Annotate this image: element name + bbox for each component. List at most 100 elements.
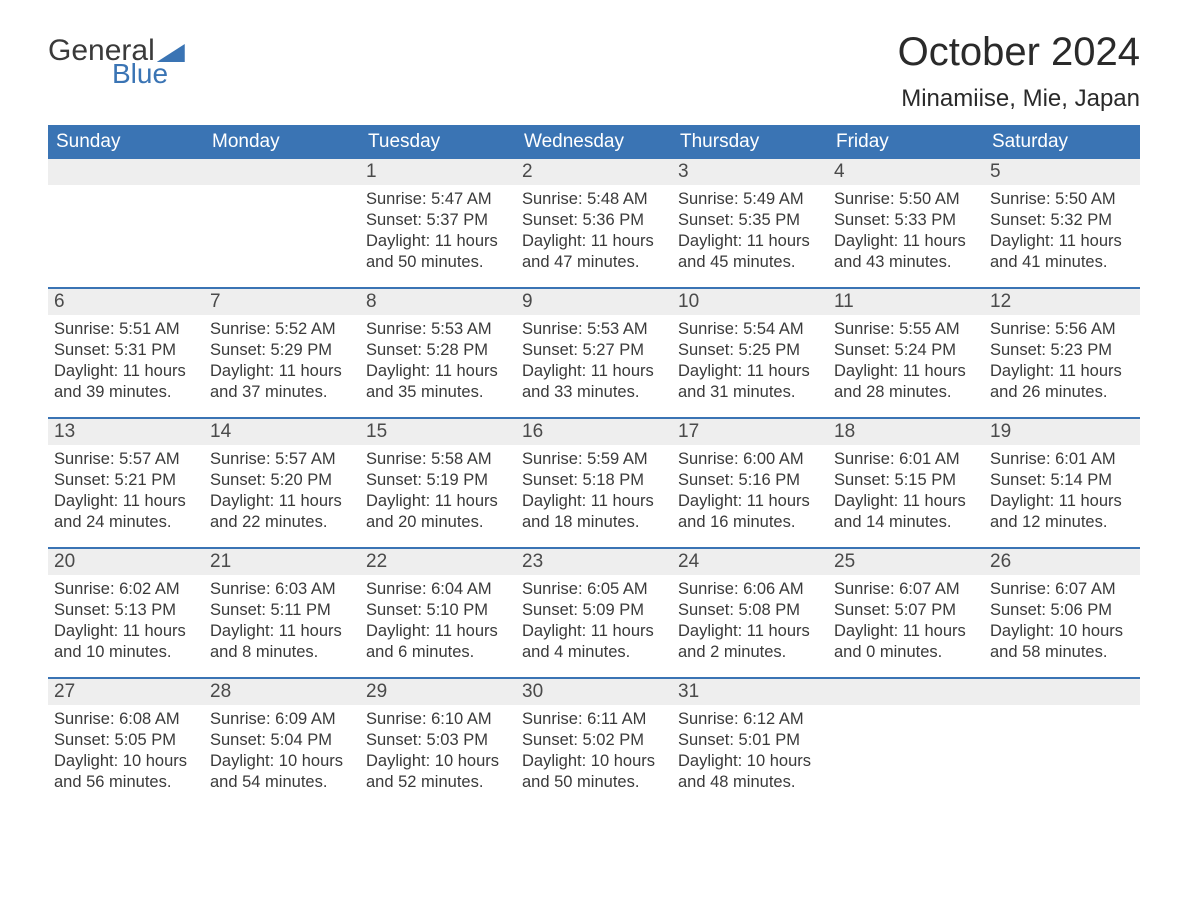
day-body: Sunrise: 6:10 AMSunset: 5:03 PMDaylight:… [360,705,516,801]
sunset-line: Sunset: 5:09 PM [522,600,666,621]
sunrise-line: Sunrise: 6:02 AM [54,579,198,600]
day-cell: 16Sunrise: 5:59 AMSunset: 5:18 PMDayligh… [516,419,672,547]
sunrise-line: Sunrise: 6:09 AM [210,709,354,730]
day-cell: 11Sunrise: 5:55 AMSunset: 5:24 PMDayligh… [828,289,984,417]
sunset-line: Sunset: 5:02 PM [522,730,666,751]
day-body: Sunrise: 6:07 AMSunset: 5:06 PMDaylight:… [984,575,1140,671]
day-cell: 26Sunrise: 6:07 AMSunset: 5:06 PMDayligh… [984,549,1140,677]
weeks-container: 1Sunrise: 5:47 AMSunset: 5:37 PMDaylight… [48,159,1140,807]
sunset-line: Sunset: 5:37 PM [366,210,510,231]
day-body: Sunrise: 5:48 AMSunset: 5:36 PMDaylight:… [516,185,672,281]
sunrise-line: Sunrise: 6:12 AM [678,709,822,730]
day-body: Sunrise: 5:53 AMSunset: 5:28 PMDaylight:… [360,315,516,411]
daylight-line: Daylight: 11 hours and 12 minutes. [990,491,1134,533]
day-number [828,679,984,705]
daylight-line: Daylight: 11 hours and 2 minutes. [678,621,822,663]
day-body: Sunrise: 6:06 AMSunset: 5:08 PMDaylight:… [672,575,828,671]
day-body: Sunrise: 5:57 AMSunset: 5:20 PMDaylight:… [204,445,360,541]
day-number: 9 [516,289,672,315]
daylight-line: Daylight: 11 hours and 33 minutes. [522,361,666,403]
sunrise-line: Sunrise: 5:57 AM [210,449,354,470]
day-cell: 3Sunrise: 5:49 AMSunset: 5:35 PMDaylight… [672,159,828,287]
sunrise-line: Sunrise: 5:51 AM [54,319,198,340]
day-number: 12 [984,289,1140,315]
day-number: 30 [516,679,672,705]
daylight-line: Daylight: 10 hours and 54 minutes. [210,751,354,793]
daylight-line: Daylight: 11 hours and 28 minutes. [834,361,978,403]
day-cell: 9Sunrise: 5:53 AMSunset: 5:27 PMDaylight… [516,289,672,417]
week-row: 1Sunrise: 5:47 AMSunset: 5:37 PMDaylight… [48,159,1140,287]
weekday-header: Monday [204,125,360,159]
daylight-line: Daylight: 11 hours and 47 minutes. [522,231,666,273]
sunrise-line: Sunrise: 6:07 AM [834,579,978,600]
day-body [204,185,360,197]
daylight-line: Daylight: 11 hours and 0 minutes. [834,621,978,663]
day-number: 23 [516,549,672,575]
day-body [828,705,984,717]
daylight-line: Daylight: 11 hours and 6 minutes. [366,621,510,663]
week-row: 6Sunrise: 5:51 AMSunset: 5:31 PMDaylight… [48,287,1140,417]
day-body: Sunrise: 5:55 AMSunset: 5:24 PMDaylight:… [828,315,984,411]
sunset-line: Sunset: 5:06 PM [990,600,1134,621]
day-body: Sunrise: 6:01 AMSunset: 5:14 PMDaylight:… [984,445,1140,541]
location: Minamiise, Mie, Japan [898,85,1140,113]
day-number: 4 [828,159,984,185]
day-body: Sunrise: 5:56 AMSunset: 5:23 PMDaylight:… [984,315,1140,411]
day-body: Sunrise: 6:12 AMSunset: 5:01 PMDaylight:… [672,705,828,801]
daylight-line: Daylight: 11 hours and 39 minutes. [54,361,198,403]
day-cell [48,159,204,287]
day-number: 22 [360,549,516,575]
sunset-line: Sunset: 5:15 PM [834,470,978,491]
day-cell: 4Sunrise: 5:50 AMSunset: 5:33 PMDaylight… [828,159,984,287]
daylight-line: Daylight: 11 hours and 18 minutes. [522,491,666,533]
sunrise-line: Sunrise: 5:57 AM [54,449,198,470]
sunset-line: Sunset: 5:28 PM [366,340,510,361]
sunset-line: Sunset: 5:19 PM [366,470,510,491]
daylight-line: Daylight: 11 hours and 4 minutes. [522,621,666,663]
sunrise-line: Sunrise: 5:47 AM [366,189,510,210]
day-cell: 10Sunrise: 5:54 AMSunset: 5:25 PMDayligh… [672,289,828,417]
day-body: Sunrise: 5:53 AMSunset: 5:27 PMDaylight:… [516,315,672,411]
daylight-line: Daylight: 11 hours and 20 minutes. [366,491,510,533]
day-cell: 28Sunrise: 6:09 AMSunset: 5:04 PMDayligh… [204,679,360,807]
day-body: Sunrise: 6:02 AMSunset: 5:13 PMDaylight:… [48,575,204,671]
day-number: 27 [48,679,204,705]
day-cell [204,159,360,287]
day-body: Sunrise: 5:52 AMSunset: 5:29 PMDaylight:… [204,315,360,411]
day-number: 17 [672,419,828,445]
sunset-line: Sunset: 5:08 PM [678,600,822,621]
daylight-line: Daylight: 10 hours and 52 minutes. [366,751,510,793]
day-cell: 27Sunrise: 6:08 AMSunset: 5:05 PMDayligh… [48,679,204,807]
sunrise-line: Sunrise: 6:03 AM [210,579,354,600]
week-row: 27Sunrise: 6:08 AMSunset: 5:05 PMDayligh… [48,677,1140,807]
day-number [48,159,204,185]
day-cell: 19Sunrise: 6:01 AMSunset: 5:14 PMDayligh… [984,419,1140,547]
daylight-line: Daylight: 11 hours and 26 minutes. [990,361,1134,403]
day-cell: 31Sunrise: 6:12 AMSunset: 5:01 PMDayligh… [672,679,828,807]
day-number: 26 [984,549,1140,575]
sunrise-line: Sunrise: 5:49 AM [678,189,822,210]
sunset-line: Sunset: 5:11 PM [210,600,354,621]
sunset-line: Sunset: 5:05 PM [54,730,198,751]
day-body: Sunrise: 5:57 AMSunset: 5:21 PMDaylight:… [48,445,204,541]
sunrise-line: Sunrise: 6:07 AM [990,579,1134,600]
title-block: October 2024 Minamiise, Mie, Japan [898,30,1140,113]
sunset-line: Sunset: 5:36 PM [522,210,666,231]
day-number: 16 [516,419,672,445]
daylight-line: Daylight: 11 hours and 14 minutes. [834,491,978,533]
daylight-line: Daylight: 11 hours and 41 minutes. [990,231,1134,273]
daylight-line: Daylight: 10 hours and 56 minutes. [54,751,198,793]
daylight-line: Daylight: 11 hours and 8 minutes. [210,621,354,663]
day-cell: 18Sunrise: 6:01 AMSunset: 5:15 PMDayligh… [828,419,984,547]
sunset-line: Sunset: 5:14 PM [990,470,1134,491]
day-body: Sunrise: 6:08 AMSunset: 5:05 PMDaylight:… [48,705,204,801]
day-body: Sunrise: 6:05 AMSunset: 5:09 PMDaylight:… [516,575,672,671]
day-number: 14 [204,419,360,445]
sunset-line: Sunset: 5:24 PM [834,340,978,361]
day-number: 7 [204,289,360,315]
sunset-line: Sunset: 5:23 PM [990,340,1134,361]
day-number: 6 [48,289,204,315]
sunrise-line: Sunrise: 5:54 AM [678,319,822,340]
sunset-line: Sunset: 5:04 PM [210,730,354,751]
day-body: Sunrise: 5:58 AMSunset: 5:19 PMDaylight:… [360,445,516,541]
